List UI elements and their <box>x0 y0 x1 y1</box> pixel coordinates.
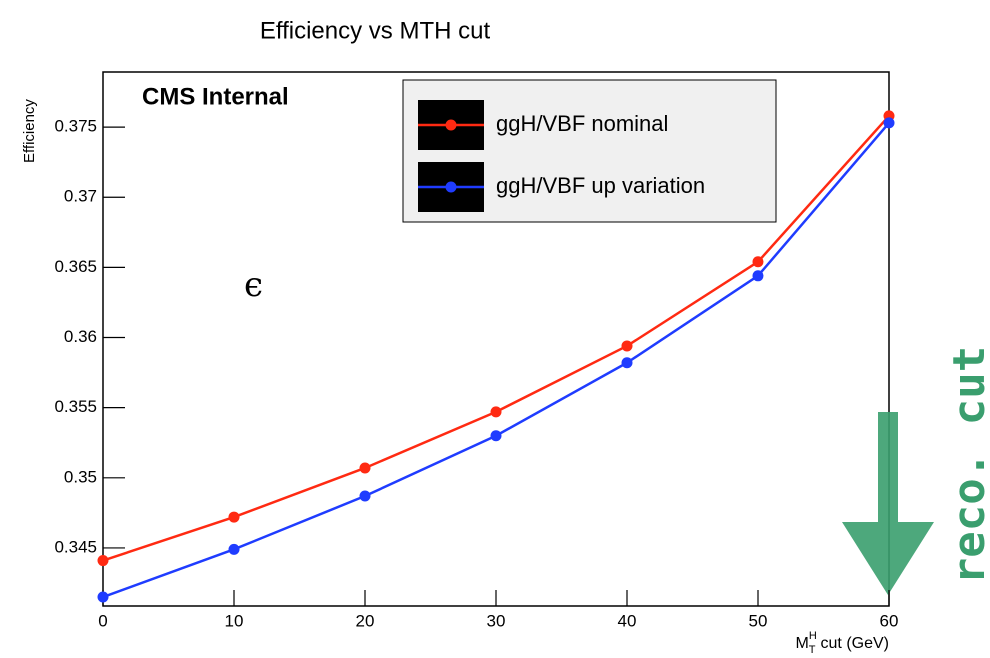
x-label-text: cut (GeV) <box>821 635 889 652</box>
y-tick-label: 0.37 <box>64 187 97 206</box>
y-tick-label: 0.36 <box>64 327 97 346</box>
data-point <box>752 256 764 268</box>
y-tick-label: 0.345 <box>54 537 97 556</box>
side-note: reco. cut <box>944 346 990 584</box>
y-tick-label: 0.355 <box>54 397 97 416</box>
data-point <box>359 490 371 502</box>
data-point <box>752 270 764 282</box>
epsilon-symbol: ϵ <box>244 265 263 305</box>
legend-label: ggH/VBF up variation <box>496 173 705 198</box>
legend-marker <box>445 181 457 193</box>
data-point <box>621 340 633 352</box>
data-point <box>490 430 502 442</box>
x-label-sub: T <box>809 644 816 656</box>
legend-label: ggH/VBF nominal <box>496 111 668 136</box>
x-tick-label: 20 <box>356 611 375 630</box>
data-point <box>490 406 502 418</box>
x-tick-label: 10 <box>225 611 244 630</box>
data-point <box>621 357 633 369</box>
y-tick-label: 0.365 <box>54 257 97 276</box>
x-label-sup: H <box>809 630 817 642</box>
data-point <box>883 117 895 129</box>
chart-title: Efficiency vs MTH cut <box>260 17 491 44</box>
data-point <box>97 555 109 567</box>
x-tick-label: 50 <box>749 611 768 630</box>
x-tick-label: 30 <box>487 611 506 630</box>
y-tick-label: 0.375 <box>54 117 97 136</box>
data-point <box>359 462 371 474</box>
x-tick-label: 40 <box>618 611 637 630</box>
data-point <box>228 543 240 555</box>
y-axis-label: Efficiency <box>21 99 38 163</box>
experiment-label: CMS Internal <box>142 83 289 110</box>
x-tick-label: 60 <box>880 611 899 630</box>
x-tick-label: 0 <box>98 611 107 630</box>
data-point <box>228 511 240 523</box>
arrow <box>842 412 934 595</box>
y-tick-label: 0.35 <box>64 467 97 486</box>
x-label-symbol: M <box>796 635 809 652</box>
data-point <box>97 591 109 603</box>
legend-marker <box>445 119 457 131</box>
